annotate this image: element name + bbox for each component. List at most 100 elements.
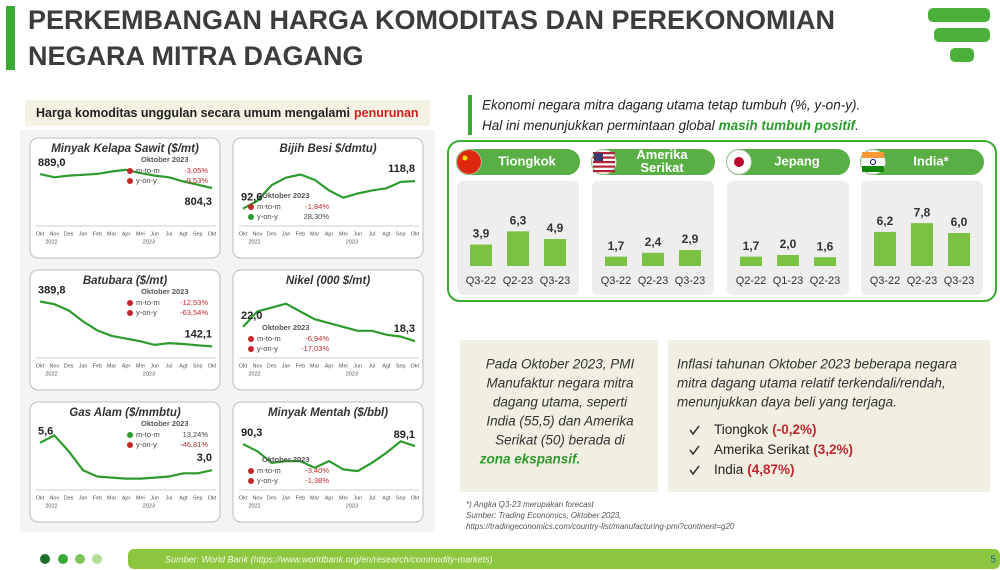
stats-label: y-on-y — [136, 308, 157, 317]
bar-category: Q2-23 — [810, 275, 841, 287]
month-label: Jan — [282, 231, 291, 237]
growth-accent — [468, 95, 472, 135]
flag-stripe — [593, 156, 615, 159]
pmi-box — [460, 340, 658, 492]
start-label: 5,6 — [38, 426, 53, 438]
stats-label: m-to-m — [136, 430, 160, 439]
heading-highlight: masih tumbuh positif — [719, 118, 857, 133]
month-label: Feb — [93, 231, 102, 237]
stats-value: -9,53% — [184, 176, 208, 185]
stats-title: Oktober 2023 — [141, 287, 189, 296]
month-label: Feb — [296, 363, 305, 369]
stats-title: Oktober 2023 — [141, 155, 189, 164]
growth-bar — [642, 252, 664, 266]
bar-value-label: 2,0 — [780, 237, 797, 251]
heading-tail: . — [855, 118, 859, 133]
month-label: Agt — [382, 363, 391, 369]
commodity-heading-box — [25, 100, 430, 126]
month-label: Jan — [79, 231, 88, 237]
inflation-line: Inflasi tahunan Oktober 2023 beberapa ne… — [677, 357, 957, 372]
growth-bar — [777, 255, 799, 266]
pmi-line: Serikat (50) berada di — [495, 433, 626, 448]
month-label: Apr — [122, 495, 131, 501]
year-label: 2023 — [346, 503, 358, 509]
month-label: Mei — [339, 363, 348, 369]
month-label: Feb — [296, 495, 305, 501]
month-label: Mar — [107, 231, 117, 237]
note-line: Sumber: Trading Economics, Oktober 2023, — [466, 511, 621, 520]
month-label: Jun — [353, 231, 362, 237]
chart-title: Nikel (000 $/mt) — [286, 275, 371, 287]
month-label: Mar — [310, 363, 320, 369]
flag-band — [862, 166, 884, 172]
title-accent — [6, 6, 15, 70]
stats-label: m-to-m — [136, 298, 160, 307]
end-label: 3,0 — [197, 452, 212, 464]
year-label: 2022 — [248, 371, 260, 377]
month-label: Apr — [325, 231, 334, 237]
start-label: 22,0 — [241, 310, 262, 322]
stats-value: -12,53% — [180, 298, 208, 307]
bar-category: Q3-22 — [870, 275, 901, 287]
month-label: Des — [267, 231, 277, 237]
stats-label: m-to-m — [257, 466, 281, 475]
month-label: Sep — [396, 495, 406, 501]
bar-value-label: 3,9 — [473, 227, 490, 241]
stats-value: -46,81% — [180, 440, 208, 449]
growth-bar — [874, 231, 896, 266]
logo — [928, 8, 990, 62]
country-pill — [454, 147, 582, 177]
month-label: Okt — [208, 231, 217, 237]
growth-bar — [507, 231, 529, 266]
growth-bar — [605, 256, 627, 266]
stats-value: -1,84% — [305, 202, 329, 211]
flag-star — [462, 155, 468, 161]
month-label: Jul — [368, 363, 375, 369]
bar-category: Q3-23 — [675, 275, 706, 287]
price-line — [242, 302, 416, 343]
chart-title: Bijih Besi $/dmtu) — [279, 143, 376, 155]
month-label: Agt — [179, 495, 188, 501]
pmi-line: Pada Oktober 2023, PMI — [486, 357, 635, 372]
start-label: 90,3 — [241, 427, 262, 439]
stats-label: y-on-y — [257, 212, 278, 221]
bar-value-label: 6,0 — [951, 215, 968, 229]
month-label: Feb — [296, 231, 305, 237]
end-label: 89,1 — [394, 429, 415, 441]
month-label: Des — [64, 363, 74, 369]
stats-value: 13,24% — [183, 430, 209, 439]
year-label: 2023 — [143, 503, 155, 509]
note-line: *) Angka Q3-23 merupakan forecast — [466, 500, 595, 509]
bar-value-label: 1,6 — [817, 239, 834, 253]
check-icon — [689, 425, 700, 436]
commodity-heading: Harga komoditas unggulan secara umum men… — [36, 106, 419, 120]
year-label: 2022 — [45, 239, 57, 245]
month-label: Okt — [411, 363, 420, 369]
growth-bar — [911, 223, 933, 266]
month-label: Apr — [122, 231, 131, 237]
month-label: Apr — [122, 363, 131, 369]
stats-value: -3,40% — [305, 466, 329, 475]
check-icon — [689, 445, 700, 456]
growth-bar — [740, 256, 762, 266]
inflation-item: Tiongkok (-0,2%) — [714, 422, 817, 437]
bar-category: Q2-22 — [736, 275, 767, 287]
start-label: 889,0 — [38, 157, 66, 169]
month-label: Jul — [165, 363, 172, 369]
bar-category: Q3-22 — [466, 275, 497, 287]
year-label: 2022 — [45, 371, 57, 377]
stats-icon — [127, 432, 133, 438]
month-label: Jul — [165, 231, 172, 237]
month-label: Jan — [282, 495, 291, 501]
stats-value: -1,38% — [305, 476, 329, 485]
price-line — [39, 300, 213, 348]
country-name: Amerika — [636, 147, 688, 162]
month-label: Mei — [339, 495, 348, 501]
flag-stripe — [593, 170, 615, 173]
year-label: 2022 — [248, 239, 260, 245]
bar-card — [727, 181, 849, 295]
stats-label: y-on-y — [257, 476, 278, 485]
growth-bar — [679, 250, 701, 266]
month-label: Des — [267, 363, 277, 369]
